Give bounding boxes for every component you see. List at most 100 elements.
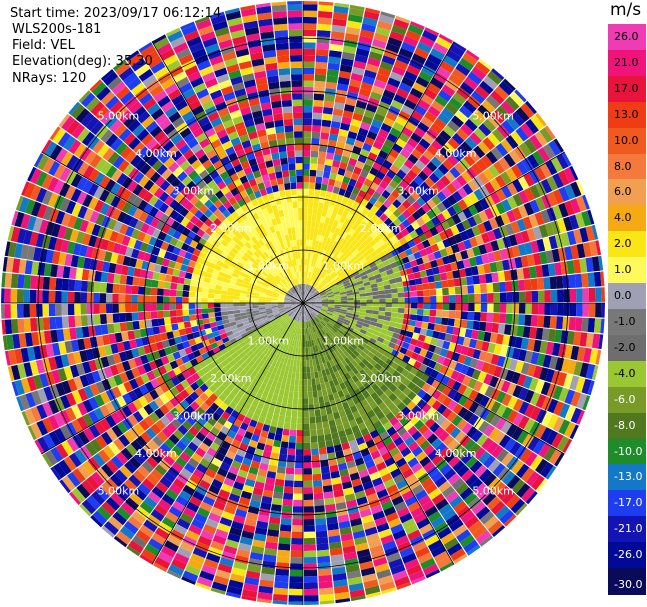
velocity-gate [354,337,362,344]
velocity-gate [233,561,248,571]
velocity-gate [388,256,396,264]
velocity-gate [343,318,351,324]
velocity-gate [359,228,367,237]
velocity-gate [309,299,316,302]
velocity-gate [319,402,326,410]
velocity-gate [468,204,479,216]
velocity-gate [150,378,160,389]
velocity-gate [331,273,338,279]
velocity-gate [418,334,426,342]
velocity-gate [260,502,272,511]
velocity-gate [281,322,287,328]
velocity-gate [388,244,397,252]
velocity-gate [454,362,464,373]
velocity-gate [411,110,424,122]
velocity-gate [23,230,33,245]
velocity-gate [570,198,581,214]
velocity-gate [213,379,223,389]
velocity-gate [460,123,474,137]
velocity-gate [323,341,329,349]
velocity-gate [109,473,124,488]
velocity-gate [449,44,465,58]
velocity-gate [318,4,334,12]
velocity-gate [366,130,378,141]
velocity-gate [231,351,239,359]
velocity-gate [330,344,337,351]
velocity-gate [249,391,257,400]
velocity-gate [305,308,309,315]
velocity-gate [347,297,354,301]
velocity-gate [598,255,604,271]
velocity-gate [295,366,300,373]
velocity-gate [312,467,321,475]
velocity-gate [175,414,187,425]
velocity-gate [218,255,226,263]
velocity-gate [213,421,224,431]
velocity-gate [269,516,281,525]
velocity-gate [476,433,489,447]
velocity-gate [263,280,270,286]
velocity-gate [121,235,131,246]
velocity-gate [292,306,299,311]
velocity-gate [326,290,333,294]
velocity-gate [103,521,119,536]
velocity-gate [411,405,422,415]
velocity-gate [566,260,575,275]
velocity-gate [58,341,67,355]
velocity-gate [121,360,131,372]
velocity-gate [311,333,315,340]
velocity-gate [383,226,392,235]
velocity-gate [490,500,506,515]
velocity-gate [320,293,328,297]
velocity-gate [109,230,119,243]
velocity-gate [164,206,175,217]
velocity-gate [564,422,576,438]
velocity-gate [554,452,565,467]
velocity-gate [76,416,89,431]
velocity-gate [544,222,555,237]
velocity-gate [290,299,297,302]
velocity-gate [322,319,328,325]
velocity-gate [307,294,313,299]
velocity-gate [299,321,301,329]
velocity-gate [364,355,373,363]
velocity-gate [339,215,346,224]
velocity-gate [349,334,357,341]
velocity-gate [368,538,382,549]
velocity-gate [340,298,348,301]
velocity-gate [313,99,324,107]
velocity-gate [540,427,553,442]
velocity-gate [385,83,398,94]
velocity-gate [226,299,234,303]
velocity-gate [567,359,577,375]
velocity-gate [423,261,432,270]
velocity-gate [137,303,145,312]
velocity-gate [478,321,487,332]
velocity-gate [336,141,346,150]
velocity-gate [569,288,577,302]
velocity-gate [394,576,411,587]
velocity-gate [336,269,343,275]
velocity-gate [333,291,340,295]
velocity-gate [26,346,36,362]
velocity-gate [363,69,377,79]
velocity-gate [131,303,138,312]
velocity-gate [442,396,453,408]
velocity-gate [300,341,303,348]
velocity-gate [496,404,507,417]
velocity-gate [80,280,88,292]
velocity-gate [417,303,424,309]
velocity-gate [88,410,100,424]
velocity-gate [525,491,538,505]
velocity-gate [311,266,315,273]
velocity-gate [20,378,31,394]
velocity-gate [217,324,225,331]
velocity-gate [201,232,211,241]
velocity-gate [323,348,329,356]
velocity-gate [372,344,381,352]
velocity-gate [265,309,273,313]
velocity-gate [491,322,499,334]
velocity-gate [168,564,184,576]
velocity-gate [289,339,294,346]
velocity-gate [287,332,292,339]
